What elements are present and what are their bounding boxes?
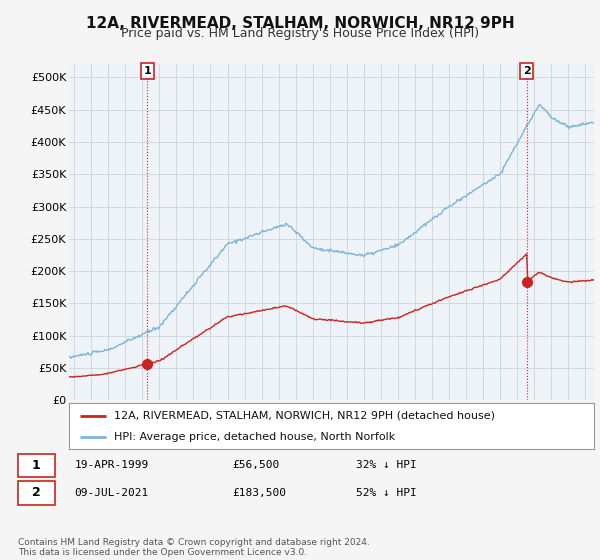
FancyBboxPatch shape xyxy=(18,481,55,505)
Text: Contains HM Land Registry data © Crown copyright and database right 2024.
This d: Contains HM Land Registry data © Crown c… xyxy=(18,538,370,557)
Text: 2: 2 xyxy=(32,486,41,500)
Text: 32% ↓ HPI: 32% ↓ HPI xyxy=(356,460,417,470)
Text: 1: 1 xyxy=(143,66,151,76)
Text: Price paid vs. HM Land Registry's House Price Index (HPI): Price paid vs. HM Land Registry's House … xyxy=(121,27,479,40)
Text: 12A, RIVERMEAD, STALHAM, NORWICH, NR12 9PH (detached house): 12A, RIVERMEAD, STALHAM, NORWICH, NR12 9… xyxy=(113,410,494,421)
Text: £183,500: £183,500 xyxy=(232,488,286,498)
Text: 12A, RIVERMEAD, STALHAM, NORWICH, NR12 9PH: 12A, RIVERMEAD, STALHAM, NORWICH, NR12 9… xyxy=(86,16,514,31)
Text: 52% ↓ HPI: 52% ↓ HPI xyxy=(356,488,417,498)
Text: £56,500: £56,500 xyxy=(232,460,280,470)
Text: 09-JUL-2021: 09-JUL-2021 xyxy=(74,488,149,498)
Text: HPI: Average price, detached house, North Norfolk: HPI: Average price, detached house, Nort… xyxy=(113,432,395,442)
FancyBboxPatch shape xyxy=(18,454,55,478)
Text: 19-APR-1999: 19-APR-1999 xyxy=(74,460,149,470)
Text: 1: 1 xyxy=(32,459,41,472)
Text: 2: 2 xyxy=(523,66,530,76)
